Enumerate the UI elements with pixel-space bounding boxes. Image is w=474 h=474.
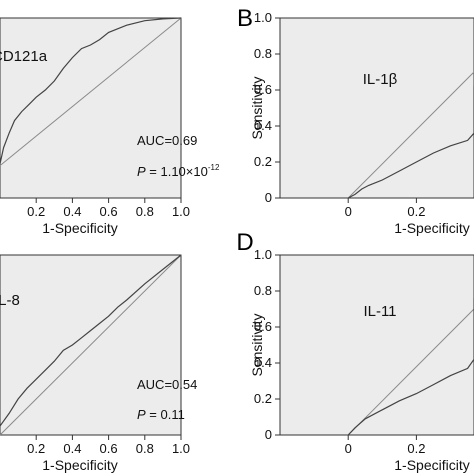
- p-value-annotation: P = 1.10×10-12: [137, 163, 220, 179]
- y-tick-label: 0.8: [254, 283, 272, 298]
- panel-letter: D: [236, 229, 253, 256]
- panel-title: IL-11: [363, 303, 396, 320]
- y-tick-label: 0: [265, 190, 272, 205]
- reference-line: [0, 17, 182, 166]
- y-tick-label: 0: [265, 427, 272, 442]
- x-tick-label: 0.8: [136, 204, 154, 219]
- y-tick-label: 0.2: [254, 154, 272, 169]
- p-exponent: -12: [208, 163, 220, 172]
- auc-annotation: AUC=0.69: [137, 133, 197, 148]
- chart-panel-3: 0.2 0.4 0.6 0.8 1.0 1-Specificity IL-8 AUC=0.54…: [0, 254, 197, 473]
- x-tick-label: 0.2: [27, 204, 45, 219]
- p-symbol: P: [137, 407, 146, 422]
- x-tick-label: 0.6: [100, 204, 118, 219]
- roc-curve: [0, 17, 182, 164]
- chart-panel-2: 00.20.40.61-Specificity00.20.40.60.81.0S…: [237, 5, 474, 236]
- panel-title: CD121a: [0, 48, 48, 65]
- y-tick-label: 0.2: [254, 391, 272, 406]
- auc-annotation: AUC=0.54: [137, 377, 197, 392]
- x-axis-label: 1-Specificity: [42, 220, 117, 236]
- x-tick-label: 0.2: [407, 204, 425, 219]
- plot-area: [279, 17, 474, 199]
- chart-panel-4: 00.20.40.61-Specificity00.20.40.60.81.0S…: [236, 229, 474, 473]
- y-axis-label: Sensitivity: [249, 313, 265, 376]
- x-tick-label: 0.4: [63, 204, 81, 219]
- x-tick-label: 0: [345, 204, 352, 219]
- panel-title: IL-8: [0, 292, 20, 309]
- x-tick-label: 0.2: [27, 441, 45, 456]
- roc-curve: [0, 254, 182, 427]
- x-tick-label: 1.0: [172, 441, 190, 456]
- roc-curve: [347, 86, 474, 199]
- reference-line: [0, 254, 182, 436]
- roc-curve: [347, 298, 474, 436]
- y-tick-label: 0.4: [254, 118, 272, 133]
- panel-letter: B: [237, 5, 253, 32]
- reference-line: [347, 71, 474, 199]
- y-tick-label: 0.6: [254, 82, 272, 97]
- x-axis-label: 1-Specificity: [42, 457, 117, 473]
- y-tick-label: 0.6: [254, 319, 272, 334]
- plot-area: [279, 254, 474, 436]
- y-tick-label: 0.8: [254, 46, 272, 61]
- y-tick-label: 0.4: [254, 355, 272, 370]
- p-value: = 1.10×10: [146, 164, 208, 179]
- y-tick-label: 1.0: [254, 10, 272, 25]
- panel-title: IL-1β: [363, 71, 398, 88]
- x-tick-label: 0.2: [407, 441, 425, 456]
- x-tick-label: 0.8: [136, 441, 154, 456]
- x-tick-label: 0: [345, 441, 352, 456]
- x-tick-label: 0.6: [100, 441, 118, 456]
- plot-area: [0, 17, 182, 199]
- chart-panel-1: 0.2 0.4 0.6 0.8 1.0 1-Specificity CD121a AUC=0.…: [0, 17, 220, 236]
- reference-line: [347, 308, 474, 436]
- p-value: = 0.11: [146, 407, 185, 422]
- y-axis-label: Sensitivity: [249, 76, 265, 139]
- x-axis-label: 1-Specificity: [394, 457, 469, 473]
- x-tick-label: 1.0: [172, 204, 190, 219]
- x-axis-label: 1-Specificity: [394, 220, 469, 236]
- p-symbol: P: [137, 164, 146, 179]
- x-tick-label: 0.4: [63, 441, 81, 456]
- p-value-annotation: P = 0.11: [137, 407, 185, 422]
- y-tick-label: 1.0: [254, 247, 272, 262]
